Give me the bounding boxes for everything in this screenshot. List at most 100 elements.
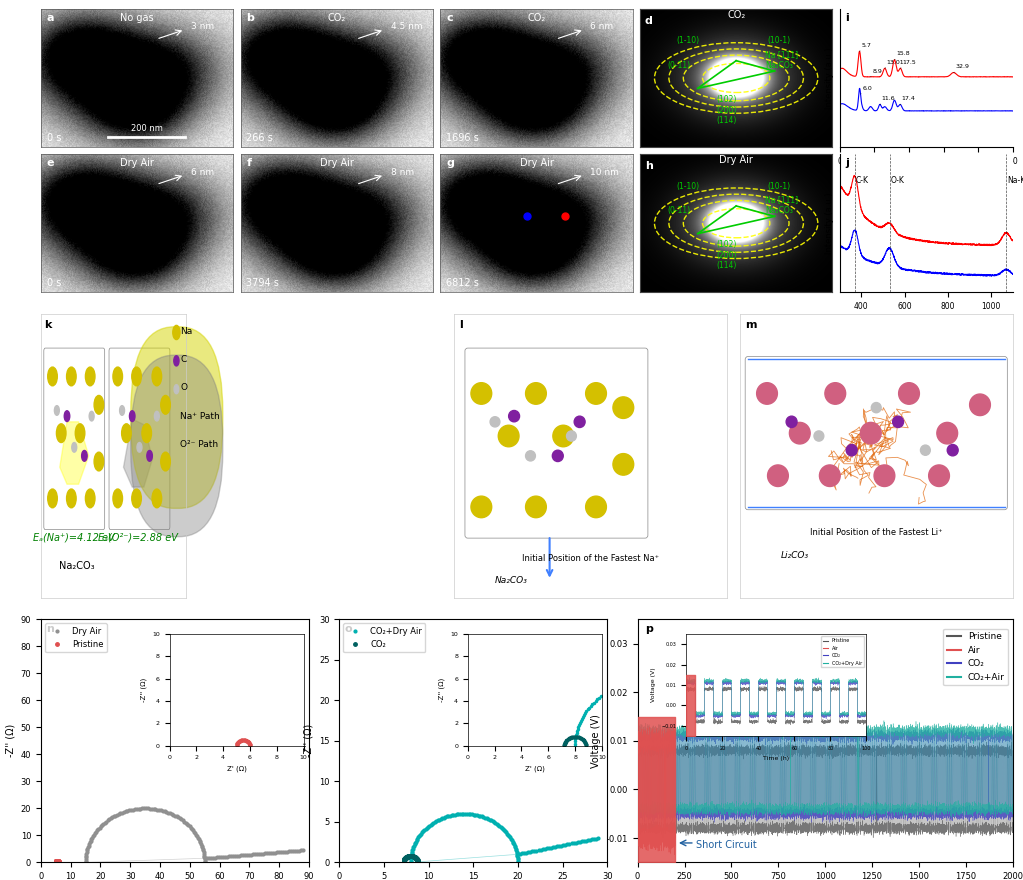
- Circle shape: [471, 383, 492, 404]
- Text: Initial Position of the Fastest Li⁺: Initial Position of the Fastest Li⁺: [810, 528, 942, 538]
- Dry Air: [120, 806, 132, 817]
- CO₂: [410, 854, 422, 864]
- Text: Dry Air: Dry Air: [520, 158, 553, 168]
- Circle shape: [142, 424, 151, 443]
- Circle shape: [174, 385, 179, 393]
- Text: k: k: [44, 319, 51, 330]
- Text: CO₂: CO₂: [527, 13, 545, 23]
- Text: Eₐ(O²⁻)=2.88 eV: Eₐ(O²⁻)=2.88 eV: [98, 533, 178, 543]
- Text: (10-1): (10-1): [768, 36, 791, 46]
- Text: Na₂CO₃: Na₂CO₃: [495, 576, 528, 585]
- Text: (10-1): (10-1): [768, 181, 791, 191]
- Circle shape: [929, 465, 949, 487]
- Circle shape: [152, 367, 162, 385]
- Text: a: a: [47, 13, 54, 23]
- Circle shape: [113, 367, 123, 385]
- Text: d: d: [644, 16, 653, 26]
- Circle shape: [48, 367, 57, 385]
- Text: Dry Air: Dry Air: [120, 158, 153, 168]
- Text: 10 nm: 10 nm: [590, 167, 619, 177]
- Text: 1696 s: 1696 s: [446, 133, 479, 143]
- Circle shape: [767, 465, 789, 487]
- CO₂+Dry Air: [426, 818, 438, 829]
- Circle shape: [786, 416, 797, 428]
- Circle shape: [757, 383, 777, 404]
- Circle shape: [89, 411, 94, 421]
- Text: 11.6: 11.6: [880, 96, 895, 105]
- Circle shape: [585, 496, 607, 517]
- Text: O: O: [180, 384, 187, 392]
- Text: 8.9: 8.9: [871, 69, 882, 77]
- X-axis label: Energy Loss (ev): Energy Loss (ev): [891, 172, 962, 180]
- Circle shape: [66, 489, 76, 508]
- Pristine: [51, 855, 63, 866]
- Text: Li₂CO₃: Li₂CO₃: [781, 551, 809, 560]
- Circle shape: [937, 422, 958, 444]
- Circle shape: [132, 367, 141, 385]
- Circle shape: [137, 443, 142, 452]
- Text: (200): (200): [716, 106, 737, 114]
- Text: O²⁻ Path: O²⁻ Path: [180, 440, 218, 449]
- Polygon shape: [124, 419, 152, 487]
- Text: h: h: [644, 161, 653, 171]
- Text: l: l: [459, 319, 463, 330]
- Circle shape: [970, 394, 990, 415]
- Circle shape: [72, 443, 77, 452]
- Pristine: [52, 856, 64, 867]
- Text: (1-10): (1-10): [676, 181, 700, 191]
- Y-axis label: -Z'' (Ω): -Z'' (Ω): [304, 724, 313, 758]
- Text: 0 s: 0 s: [47, 278, 61, 289]
- Circle shape: [147, 451, 152, 461]
- Text: 8 nm: 8 nm: [391, 167, 413, 177]
- CO₂: [398, 856, 410, 867]
- Text: Na: Na: [180, 326, 192, 335]
- Text: (114): (114): [716, 261, 737, 270]
- Text: f: f: [247, 158, 252, 168]
- Circle shape: [921, 445, 930, 455]
- Text: Na-K: Na-K: [1008, 176, 1023, 185]
- CO₂: [402, 851, 414, 862]
- CO₂+Dry Air: [510, 845, 523, 855]
- Circle shape: [94, 395, 103, 414]
- Circle shape: [154, 411, 160, 421]
- X-axis label: Energy Loss (ev): Energy Loss (ev): [891, 317, 962, 326]
- Circle shape: [173, 326, 180, 340]
- Line: CO₂: CO₂: [402, 854, 419, 864]
- Circle shape: [585, 383, 607, 404]
- Text: Na₂CO₃: Na₂CO₃: [765, 61, 793, 70]
- Text: (102): (102): [716, 95, 737, 104]
- Y-axis label: Intensity (a.u.): Intensity (a.u.): [826, 193, 834, 254]
- Circle shape: [814, 431, 824, 441]
- Text: O-K: O-K: [891, 176, 904, 185]
- Circle shape: [490, 417, 500, 427]
- Text: 17.4: 17.4: [900, 96, 916, 105]
- Text: 15.8: 15.8: [894, 51, 909, 60]
- Dry Air: [138, 803, 150, 814]
- Circle shape: [552, 451, 564, 461]
- Circle shape: [613, 453, 633, 475]
- Circle shape: [872, 402, 881, 413]
- Pristine: [51, 856, 63, 867]
- Text: Na⁺ Path: Na⁺ Path: [180, 412, 220, 421]
- CO₂+Dry Air: [590, 833, 603, 844]
- Text: 4.5 nm: 4.5 nm: [391, 22, 422, 32]
- Text: 32.9: 32.9: [953, 64, 970, 72]
- Circle shape: [152, 489, 162, 508]
- Circle shape: [161, 395, 170, 414]
- Text: 13.01: 13.01: [885, 60, 904, 69]
- Circle shape: [874, 465, 895, 487]
- Text: 266 s: 266 s: [247, 133, 273, 143]
- Legend: Dry Air, Pristine: Dry Air, Pristine: [45, 623, 106, 652]
- Text: o: o: [345, 624, 352, 634]
- Text: CO₂: CO₂: [727, 11, 746, 20]
- Text: 6 nm: 6 nm: [191, 167, 214, 177]
- Polygon shape: [59, 422, 89, 484]
- Text: e: e: [47, 158, 54, 168]
- Circle shape: [56, 424, 66, 443]
- Text: 5.7: 5.7: [859, 43, 872, 51]
- Dry Air: [198, 857, 211, 868]
- Circle shape: [48, 489, 57, 508]
- Circle shape: [120, 406, 125, 415]
- Circle shape: [508, 410, 520, 422]
- Text: C-K: C-K: [856, 176, 869, 185]
